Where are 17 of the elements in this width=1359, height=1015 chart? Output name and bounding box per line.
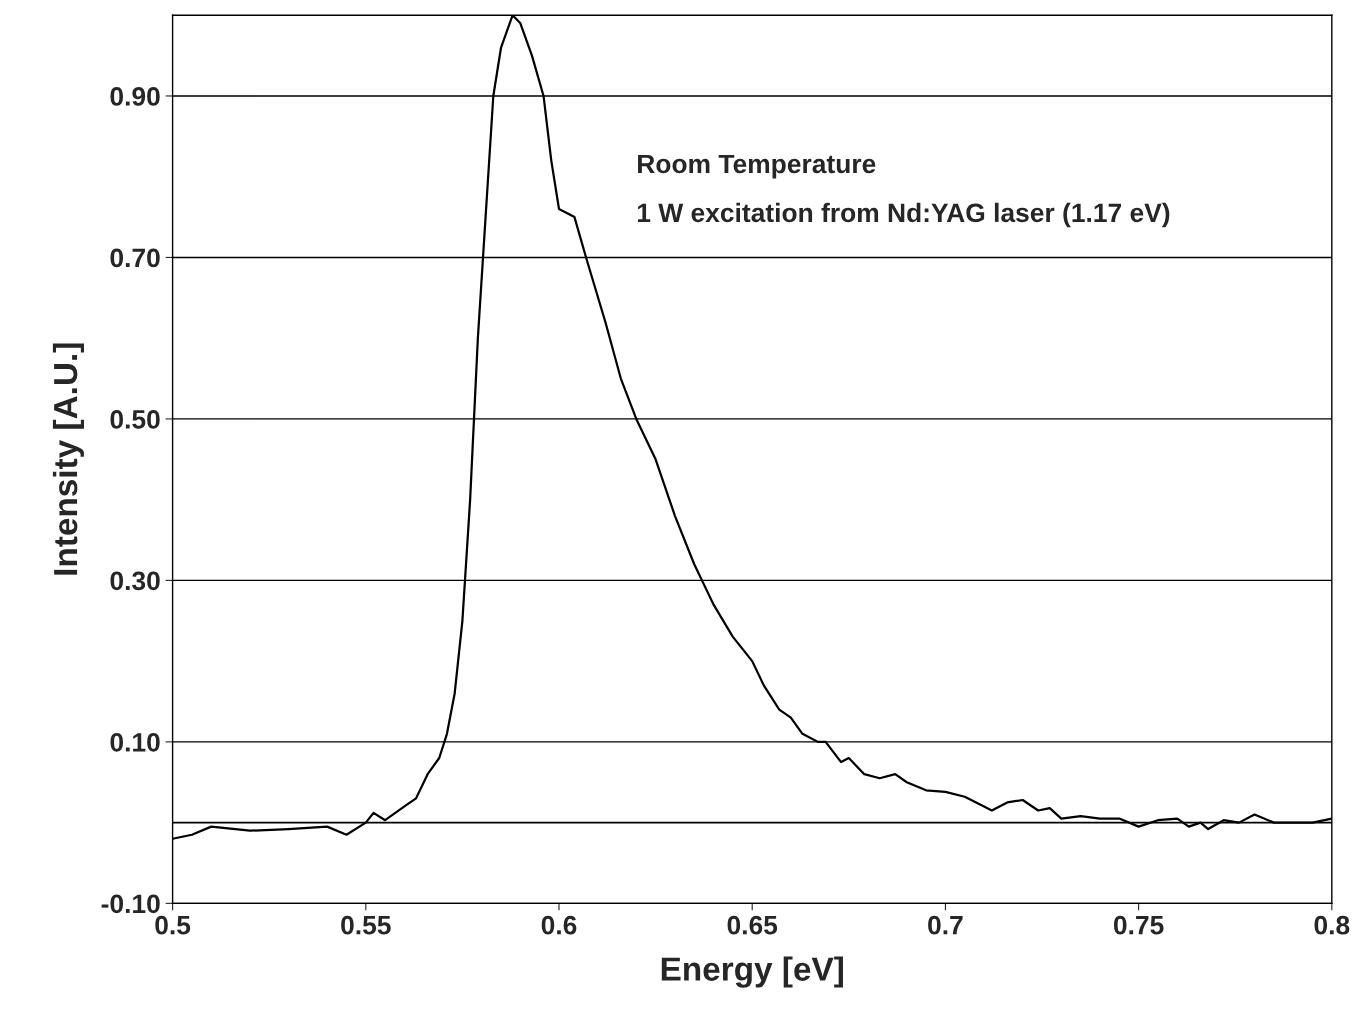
x-tick-label: 0.7 — [928, 915, 963, 935]
annotation: 1 W excitation from Nd:YAG laser (1.17 eV) — [637, 202, 1170, 228]
y-tick-label: 0.70 — [110, 248, 160, 268]
y-axis-title: Intensity [A.U.] — [52, 343, 84, 575]
y-tick-label: 0.50 — [110, 410, 160, 429]
x-tick-label: 0.55 — [341, 915, 391, 935]
y-tick-label: 0.10 — [110, 733, 160, 752]
x-tick-label: 0.5 — [155, 915, 191, 935]
annotation: Room Temperature — [638, 154, 876, 179]
x-tick-label: 0.65 — [727, 915, 778, 935]
y-tick-label: 0.30 — [110, 571, 160, 591]
y-tick-label: 0.90 — [110, 87, 160, 106]
x-tick-label: 0.6 — [541, 915, 577, 935]
x-tick-label: 0.75 — [1113, 915, 1164, 935]
y-tick-label: -0.10 — [101, 894, 160, 914]
x-axis-title: Energy [eV] — [661, 956, 843, 988]
x-tick-label: 0.8 — [1314, 915, 1350, 935]
